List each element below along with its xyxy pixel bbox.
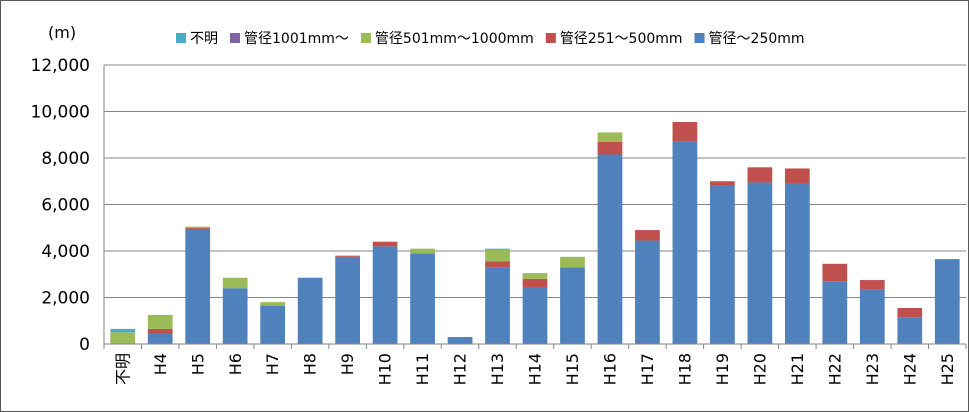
bar-segment [597,141,623,155]
bar-segment [560,256,585,268]
bar-segment [297,277,323,344]
legend-label: 管径～250mm [709,31,805,47]
x-tick-label: H6 [226,353,245,375]
bar-segment [222,288,248,344]
x-tick-label: H12 [451,353,470,385]
bar-segment [522,273,548,279]
x-tick-label: H24 [900,353,919,385]
bar-segment [372,246,398,344]
bar-segment [185,228,211,344]
bar-segment [260,302,286,306]
gridlines [104,64,966,298]
bar-segment [897,307,923,318]
bar-segment [260,305,286,344]
bar-segment [747,167,773,183]
x-tick-label: H25 [938,353,957,385]
bar-segment [747,182,773,344]
bar-segment [784,168,810,184]
y-tick-label: 12,000 [31,56,90,76]
bar-segment [147,314,173,329]
bar-segment [522,287,548,344]
x-tick-label: H9 [338,353,357,375]
x-tick-label: H16 [601,353,620,385]
bar-segment [485,249,510,262]
bar-segment [635,230,660,241]
x-tick-label: H22 [825,353,844,385]
x-tick-label: H17 [638,353,657,385]
bar-segment [410,248,435,254]
x-tick-label: H4 [151,353,170,375]
bar-segment [410,253,435,344]
legend-swatch [230,33,240,43]
bar-segment [597,154,623,344]
bar-segment [560,267,585,344]
x-tick-label: H18 [676,353,695,385]
x-tick-label: H8 [301,353,320,375]
y-tick-label: 10,000 [31,103,90,123]
legend-label: 不明 [190,31,218,47]
bar-segment [185,227,211,229]
y-axis-tick-labels: 0 2,000 4,000 6,000 8,000 10,000 12,000 [31,56,90,355]
y-tick-label: 8,000 [41,149,90,169]
legend-label: 管径1001mm～ [244,31,349,47]
x-tick-label: H23 [863,353,882,385]
x-tick-label: H13 [488,353,507,385]
y-tick-label: 6,000 [41,196,90,216]
bar-segment [635,240,660,344]
x-tick-label: H21 [788,353,807,385]
bar-segment [372,241,398,247]
bar-segment [710,181,735,186]
bar-segment [859,289,885,344]
x-tick-label: H15 [563,353,582,385]
bar-segment [672,141,698,344]
x-tick-label: 不明 [113,353,132,385]
legend-label: 管径501mm～1000mm [375,31,534,47]
legend-swatch [360,33,371,43]
bar-segment [485,267,510,344]
x-axis-tick-labels: 不明 H4 H5 H6 H7 H8 H9 H10 H11 H12 H13 H14 H15 H16 H17 H1… [113,353,957,385]
bar-segment [934,259,960,344]
bar-segment [822,263,848,282]
bar-segment [597,132,623,142]
x-tick-label: H10 [376,353,395,385]
x-tick-label: H5 [188,353,207,375]
bar-segment [485,261,510,268]
bar-segment [185,226,211,228]
legend: 不明 管径1001mm～ 管径501mm～1000mm 管径251～500mm 管径～2… [176,31,805,47]
bar-segment [522,278,548,288]
x-tick-label: H20 [750,353,769,385]
y-tick-label: 4,000 [41,242,90,262]
x-tick-label: H14 [526,353,545,385]
bar-segment [447,337,473,344]
legend-label: 管径251～500mm [560,31,683,47]
bar-segment [335,256,360,344]
bar-segment [897,317,923,344]
bar-segment [110,328,136,333]
x-tick-label: H11 [413,353,432,385]
y-axis-unit-label: (m) [48,23,76,42]
bar-segment [222,277,248,289]
y-tick-label: 2,000 [41,289,90,309]
bar-segment [147,328,173,334]
x-tick-label: H19 [713,353,732,385]
axes [103,65,967,349]
legend-swatch [176,33,186,43]
legend-swatch [545,33,556,43]
x-tick-label: H7 [263,353,282,375]
legend-swatch [694,33,705,43]
bar-segment [110,332,136,344]
bar-segment [147,333,173,344]
y-tick-label: 0 [79,335,90,355]
bar-segment [822,281,848,344]
bar-segment [672,121,698,142]
bar-segment [784,183,810,344]
bar-segment [485,248,510,250]
bar-segment [335,255,360,257]
bars [110,121,960,344]
bar-segment [710,185,735,344]
bar-segment [859,280,885,290]
